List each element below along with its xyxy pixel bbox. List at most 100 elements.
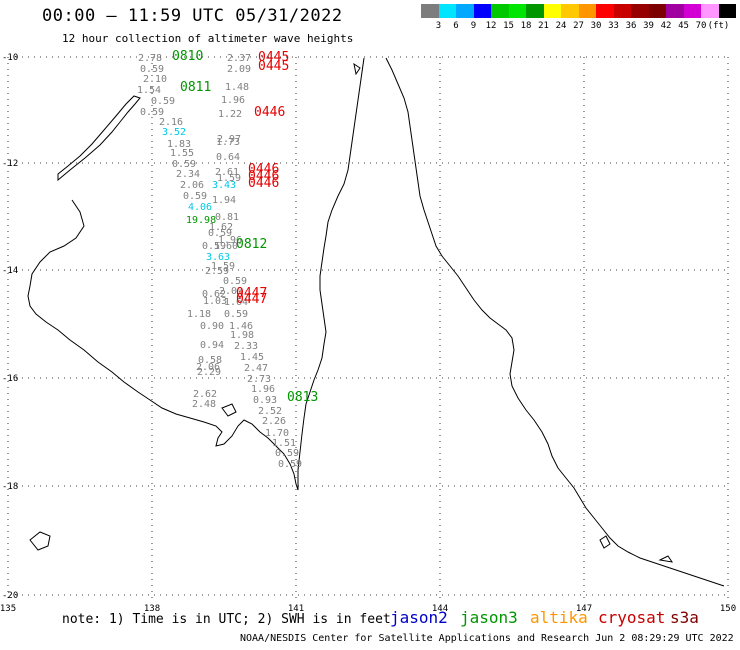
pass-time-label: 0810 [172,49,203,64]
swh-reading: 1.48 [225,82,249,93]
swh-reading: 1.59 [217,173,241,184]
swh-reading: 1.51 [272,438,296,449]
swh-reading: 0.59 [202,241,226,252]
lat-tick-label: -10 [2,53,18,63]
swh-reading: 4.06 [188,202,212,213]
color-swatch-2 [456,4,474,18]
swh-reading: 1.46 [229,321,253,332]
pass-time-label: 0447 [236,292,267,307]
color-scale-tick: 70 [695,21,707,31]
swh-reading: 2.61 [215,167,239,178]
swh-reading: 19.98 [186,215,216,226]
color-scale-tick: 39 [643,21,654,31]
swh-reading: 0.59 [275,448,299,459]
swh-reading: 1.94 [212,195,236,206]
pass-time-label: 0812 [236,237,267,252]
island [29,531,51,551]
swh-reading: 0.58 [198,355,222,366]
color-scale-tick: 27 [573,21,584,31]
swh-reading: 2.73 [247,374,271,385]
swh-reading: 3.43 [212,180,236,191]
pass-time-label: 0446 [248,176,279,191]
lon-tick-label: 147 [576,604,592,614]
color-scale-tick: 18 [520,21,532,31]
color-scale-tick: 21 [538,21,549,31]
pass-time-label: 0445 [258,50,289,65]
swh-reading: 1.83 [167,139,191,150]
swh-reading: 1.22 [218,109,242,120]
swh-reading: 3.63 [206,252,230,263]
color-scale-tick: 9 [470,21,477,31]
swh-reading: 1.64 [224,297,248,308]
swh-reading: 0.81 [215,212,239,223]
pass-time-label: 0446 [254,105,285,120]
color-swatch-14 [666,4,684,18]
swh-reading: 2.06 [180,180,204,191]
color-scale-tick: 24 [555,21,567,31]
color-scale-tick: 33 [608,21,619,31]
color-swatch-17 [718,4,736,18]
swh-reading: 2.16 [159,117,183,128]
grid-dots [7,56,730,598]
swh-reading: 2.10 [143,74,167,85]
swh-reading: 0.90 [200,321,224,332]
coastline-east [385,57,725,587]
swh-reading: 0.59 [278,459,302,470]
swh-reading: 1.45 [240,352,264,363]
axis-tick-labels: -10 -12 -14 -16 -18 -20 135 138 141 144 147 150 [0,53,736,614]
swh-reading: 0.93 [253,395,277,406]
pass-time-label: 0813 [287,390,318,405]
swh-reading: 1.03 [203,296,227,307]
color-scale-tick: 12 [485,21,497,31]
color-scale-tick: 42 [660,21,672,31]
swh-reading: 3.52 [162,127,186,138]
color-swatch-12 [631,4,649,18]
swh-reading: 1.98 [230,330,254,341]
swh-reading: 0.59 [223,276,247,287]
swh-reading: 1.70 [265,428,289,439]
color-swatch-13 [648,4,666,18]
color-scale-tick: (ft) [707,21,730,31]
coastline-west [57,95,141,182]
swh-reading: 2.59 [205,266,229,277]
color-scale-bar [421,4,736,18]
swh-reading: 2.26 [262,416,286,427]
pass-time-label: 0445 [258,59,289,74]
lon-tick-label: 138 [144,604,160,614]
lon-tick-label: 141 [288,604,304,614]
island [599,535,611,549]
swh-reading: 0.59 [140,107,164,118]
island [353,62,361,76]
pass-time-label: 0447 [236,286,267,301]
lon-tick-label: 135 [0,604,16,614]
swh-reading: 0.59 [172,159,196,170]
credit-line: NOAA/NESDIS Center for Satellite Applica… [240,633,734,644]
swh-reading: 1.96 [218,235,242,246]
island [221,403,237,417]
page-subtitle: 12 hour collection of altimeter wave hei… [62,32,354,45]
swh-reading: 0.59 [224,309,248,320]
lon-tick-label: 144 [432,604,448,614]
swh-reading: 2.09 [227,64,251,75]
swh-reading: 0.59 [151,96,175,107]
color-scale-tick: 30 [590,21,602,31]
color-scale-tick: 45 [678,21,689,31]
swh-reading: 0.64 [216,152,240,163]
color-swatch-5 [508,4,526,18]
swh-reading: 2.52 [258,406,282,417]
coastline-gulf [27,57,365,491]
swh-reading: 2.29 [197,367,221,378]
swh-reading: 1.18 [187,309,211,320]
color-swatch-7 [543,4,561,18]
legend-item-cryosat: cryosat [598,608,666,627]
color-swatch-15 [683,4,701,18]
color-swatch-8 [561,4,579,18]
swh-reading: 1.96 [221,95,245,106]
legend-item-s3a: s3a [670,608,699,627]
legend-item-jason2: jason2 [390,608,448,627]
swh-reading: 2.37 [227,53,251,64]
swh-reading: 1.62 [209,222,233,233]
footnote: note: 1) Time is in UTC; 2) SWH is in fe… [62,612,391,627]
